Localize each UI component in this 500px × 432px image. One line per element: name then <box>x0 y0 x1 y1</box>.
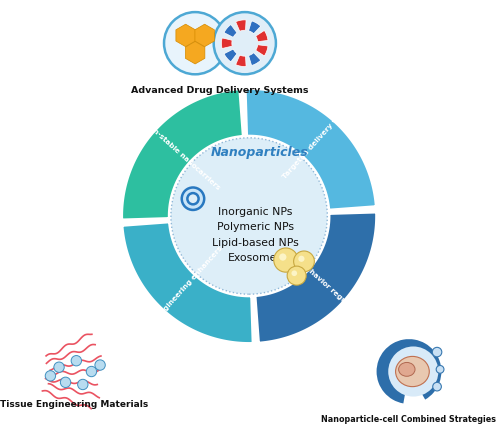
Circle shape <box>214 12 276 74</box>
Ellipse shape <box>396 356 430 387</box>
Circle shape <box>294 251 314 272</box>
Circle shape <box>60 377 70 388</box>
Circle shape <box>274 248 298 272</box>
Polygon shape <box>255 212 376 343</box>
Polygon shape <box>248 21 261 34</box>
Circle shape <box>78 379 88 390</box>
Polygon shape <box>224 49 237 62</box>
Circle shape <box>188 193 198 204</box>
Polygon shape <box>236 55 246 67</box>
Polygon shape <box>224 25 237 37</box>
Text: Inorganic NPs: Inorganic NPs <box>218 206 293 217</box>
Text: Tissue engineering enhancers: Tissue engineering enhancers <box>136 245 224 341</box>
Text: Lipid-based NPs: Lipid-based NPs <box>212 238 299 248</box>
Polygon shape <box>122 222 253 343</box>
Polygon shape <box>236 20 246 31</box>
Polygon shape <box>122 89 243 220</box>
Text: Targeted delivery vectors: Targeted delivery vectors <box>281 98 356 180</box>
Polygon shape <box>245 89 376 210</box>
Circle shape <box>164 12 226 74</box>
Circle shape <box>298 256 304 262</box>
Circle shape <box>432 382 442 391</box>
Circle shape <box>95 360 106 370</box>
Circle shape <box>388 346 438 397</box>
Polygon shape <box>256 45 268 56</box>
Circle shape <box>182 187 204 210</box>
Wedge shape <box>376 339 442 403</box>
Circle shape <box>171 138 328 294</box>
Text: Cell behavior regulators: Cell behavior regulators <box>288 250 365 321</box>
Text: Circulation-stable nanocarriers: Circulation-stable nanocarriers <box>122 102 222 191</box>
Polygon shape <box>222 38 232 48</box>
Ellipse shape <box>398 362 415 376</box>
Text: Advanced Drug Delivery Systems: Advanced Drug Delivery Systems <box>131 86 308 95</box>
Circle shape <box>71 356 82 366</box>
Circle shape <box>436 365 444 373</box>
Polygon shape <box>256 30 268 41</box>
Text: Tissue Engineering Materials: Tissue Engineering Materials <box>0 400 148 409</box>
Circle shape <box>54 362 64 372</box>
Text: Polymeric NPs: Polymeric NPs <box>217 222 294 232</box>
Circle shape <box>279 254 286 260</box>
Text: Nanoparticles: Nanoparticles <box>211 146 309 159</box>
Circle shape <box>432 347 442 357</box>
Polygon shape <box>248 53 261 66</box>
Circle shape <box>45 371 56 381</box>
Circle shape <box>292 270 297 276</box>
Text: Exosomes: Exosomes <box>228 253 283 264</box>
Circle shape <box>86 366 97 377</box>
Text: Nanoparticle-cell Combined Strategies: Nanoparticle-cell Combined Strategies <box>322 415 496 424</box>
Circle shape <box>287 266 306 285</box>
